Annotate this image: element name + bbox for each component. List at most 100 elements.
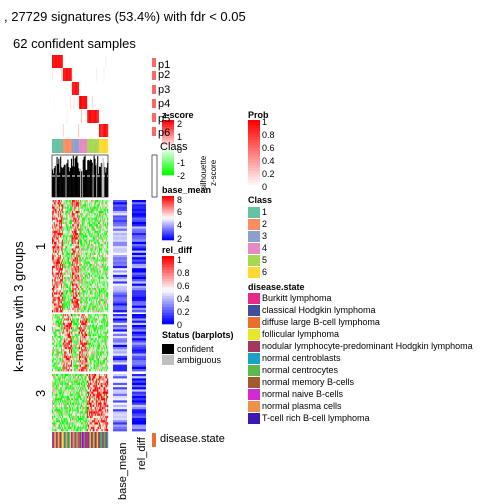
zscore-cell bbox=[105, 259, 107, 262]
zscore-cell bbox=[75, 320, 77, 323]
zscore-cell bbox=[101, 266, 103, 269]
zscore-cell bbox=[87, 241, 89, 245]
zscore-cell bbox=[102, 355, 104, 359]
zscore-cell bbox=[84, 250, 86, 253]
zscore-cell bbox=[72, 336, 74, 339]
zscore-cell bbox=[70, 318, 72, 321]
zscore-cell bbox=[104, 314, 106, 317]
zscore-cell bbox=[71, 307, 73, 311]
zscore-cell bbox=[93, 322, 95, 326]
zscore-cell bbox=[107, 244, 109, 247]
zscore-cell bbox=[52, 360, 54, 363]
zscore-cell bbox=[104, 283, 106, 286]
zscore-cell bbox=[104, 281, 106, 284]
zscore-cell bbox=[101, 241, 103, 245]
zscore-cell bbox=[62, 235, 64, 238]
zscore-cell bbox=[97, 299, 99, 302]
zscore-cell bbox=[97, 292, 99, 295]
zscore-cell bbox=[96, 219, 98, 223]
zscore-cell bbox=[72, 224, 74, 227]
zscore-cell bbox=[92, 217, 94, 220]
zscore-cell bbox=[61, 351, 63, 354]
zscore-cell bbox=[100, 316, 102, 319]
zscore-cell bbox=[70, 213, 73, 216]
prob-cell bbox=[98, 96, 100, 109]
zscore-cell bbox=[63, 233, 65, 236]
zscore-cell bbox=[107, 283, 109, 286]
zscore-cell bbox=[54, 217, 56, 220]
zscore-cell bbox=[56, 259, 58, 262]
zscore-cell bbox=[63, 353, 65, 356]
zscore-cell bbox=[85, 331, 87, 334]
zscore-cell bbox=[80, 213, 83, 216]
zscore-cell bbox=[75, 325, 77, 328]
zscore-cell bbox=[99, 353, 101, 356]
zscore-cell bbox=[73, 314, 75, 317]
zscore-cell bbox=[73, 281, 75, 284]
zscore-cell bbox=[64, 255, 66, 258]
zscore-cell bbox=[82, 274, 84, 278]
zscore-cell bbox=[104, 219, 106, 223]
zscore-cell bbox=[59, 224, 61, 227]
zscore-cell bbox=[55, 246, 57, 249]
prob-cell bbox=[103, 110, 105, 123]
zscore-cell bbox=[58, 355, 60, 359]
prob-cell bbox=[89, 82, 91, 95]
zscore-cell bbox=[60, 305, 62, 308]
zscore-cell bbox=[58, 222, 60, 225]
zscore-cell bbox=[68, 272, 70, 275]
silhouette-bar bbox=[83, 156, 85, 197]
zscore-cell bbox=[53, 230, 55, 234]
zscore-cell bbox=[102, 200, 104, 203]
zscore-cell bbox=[103, 316, 105, 319]
zscore-cell bbox=[71, 219, 73, 223]
zscore-cell bbox=[84, 279, 86, 282]
zscore-cell bbox=[89, 283, 91, 286]
zscore-cell bbox=[100, 329, 102, 332]
prob-cell bbox=[67, 82, 69, 95]
zscore-cell bbox=[87, 296, 89, 300]
zscore-cell bbox=[60, 274, 62, 278]
zscore-cell bbox=[64, 202, 66, 205]
zscore-cell bbox=[105, 224, 107, 227]
prob-cell bbox=[52, 55, 55, 68]
zscore-cell bbox=[63, 318, 65, 321]
zscore-cell bbox=[92, 340, 94, 343]
zscore-cell bbox=[101, 290, 103, 293]
prob-cell bbox=[55, 82, 57, 95]
zscore-cell bbox=[95, 215, 97, 218]
zscore-cell bbox=[55, 294, 57, 297]
zscore-cell bbox=[89, 233, 91, 236]
zscore-cell bbox=[80, 215, 83, 218]
zscore-cell bbox=[73, 292, 75, 295]
zscore-cell bbox=[52, 263, 54, 267]
zscore-cell bbox=[64, 358, 66, 361]
zscore-cell bbox=[105, 314, 107, 317]
zscore-cell bbox=[57, 279, 59, 282]
zscore-cell bbox=[85, 338, 87, 341]
zscore-cell bbox=[69, 263, 71, 267]
zscore-cell bbox=[69, 224, 71, 227]
zscore-cell bbox=[63, 347, 65, 350]
zscore-cell bbox=[65, 241, 67, 245]
prob-cell bbox=[74, 110, 76, 123]
zscore-cell bbox=[82, 320, 84, 323]
zscore-cell bbox=[102, 290, 104, 293]
zscore-cell bbox=[72, 250, 74, 253]
zscore-cell bbox=[95, 305, 97, 308]
zscore-cell bbox=[93, 244, 95, 247]
zscore-cell bbox=[75, 285, 77, 289]
zscore-cell bbox=[92, 222, 94, 225]
zscore-cell bbox=[69, 268, 71, 271]
zscore-cell bbox=[74, 274, 76, 278]
zscore-cell bbox=[63, 266, 65, 269]
zscore-cell bbox=[61, 252, 63, 256]
zscore-cell bbox=[67, 250, 69, 253]
zscore-cell bbox=[59, 340, 61, 343]
zscore-cell bbox=[61, 355, 64, 359]
prob-cell bbox=[80, 124, 83, 137]
zscore-cell bbox=[105, 244, 107, 247]
zscore-cell bbox=[99, 252, 101, 256]
zscore-cell bbox=[99, 272, 101, 275]
zscore-cell bbox=[88, 336, 90, 339]
